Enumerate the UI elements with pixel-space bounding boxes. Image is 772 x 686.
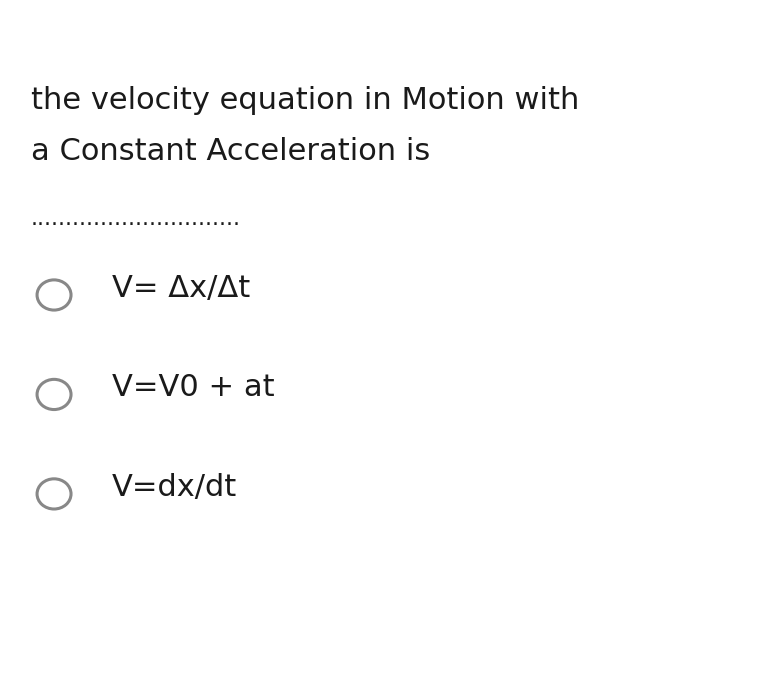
Text: V=dx/dt: V=dx/dt xyxy=(112,473,237,501)
Text: the velocity equation in Motion with: the velocity equation in Motion with xyxy=(31,86,579,115)
Text: V= Δx/Δt: V= Δx/Δt xyxy=(112,274,250,303)
Text: V=V0 + at: V=V0 + at xyxy=(112,373,275,402)
Text: ..............................: .............................. xyxy=(31,209,241,229)
Text: a Constant Acceleration is: a Constant Acceleration is xyxy=(31,137,430,166)
